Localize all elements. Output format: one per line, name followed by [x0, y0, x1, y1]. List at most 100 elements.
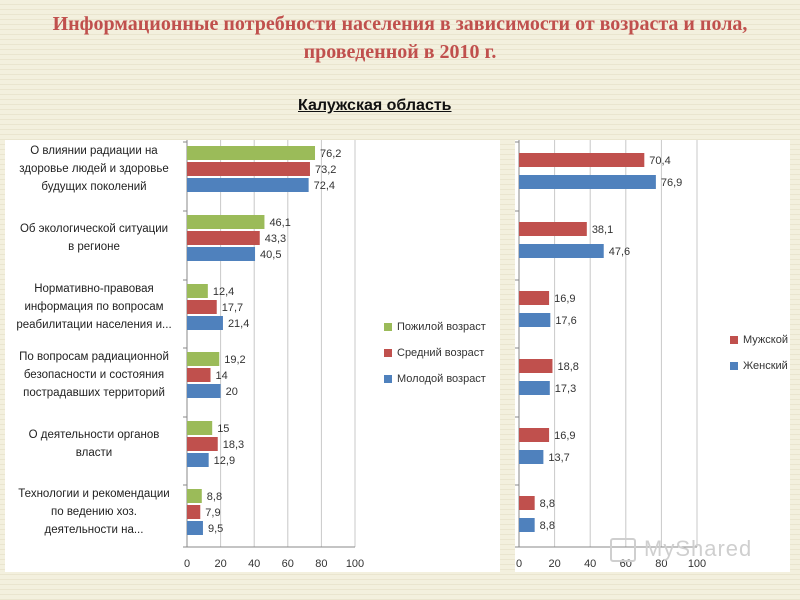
chart0-bar-c3-s0 — [187, 352, 220, 366]
chart1-bar-c1-s0 — [519, 222, 587, 236]
category-label-3-line-1: безопасности и состояния — [24, 369, 164, 381]
chart1-data-label-c4-s0: 16,9 — [554, 430, 575, 442]
chart0-bar-c5-s0 — [187, 489, 202, 503]
chart0-bar-c1-s2 — [187, 247, 256, 261]
category-label-0-line-2: будущих поколений — [41, 181, 146, 193]
category-label-2-line-1: информация по вопросам — [24, 301, 163, 313]
chart1-bar-c3-s1 — [519, 381, 550, 395]
chart1-bar-c1-s1 — [519, 244, 604, 258]
chart1-data-label-c5-s0: 8,8 — [540, 498, 555, 510]
chart1-bar-c0-s0 — [519, 153, 645, 167]
legend-item-young: Молодой возраст — [384, 366, 502, 392]
chart1-data-label-c2-s0: 16,9 — [554, 293, 575, 305]
chart0-tick-label-5: 100 — [346, 558, 364, 570]
chart0-data-label-c1-s2: 40,5 — [260, 249, 281, 261]
category-label-1-line-1: в регионе — [68, 241, 120, 253]
chart1-data-label-c3-s0: 18,8 — [557, 361, 578, 373]
chart0-data-label-c2-s2: 21,4 — [228, 318, 249, 330]
chart1-tick-label-5: 100 — [688, 558, 706, 570]
chart0-data-label-c5-s1: 7,9 — [205, 507, 220, 519]
age-legend: Пожилой возраст Средний возраст Молодой … — [384, 314, 502, 392]
chart0-bar-c5-s1 — [187, 505, 201, 519]
category-label-4-line-1: власти — [76, 447, 112, 459]
chart1-data-label-c5-s1: 8,8 — [540, 520, 555, 532]
legend-label-male: Мужской — [743, 334, 788, 346]
chart0-bar-c3-s1 — [187, 368, 211, 382]
chart0-data-label-c2-s1: 17,7 — [222, 302, 243, 314]
chart1-tick-label-0: 0 — [516, 558, 522, 570]
chart1-bar-c0-s1 — [519, 175, 656, 189]
legend-label-female: Женский — [743, 360, 788, 372]
chart0-data-label-c4-s1: 18,3 — [223, 439, 244, 451]
chart0-bar-c5-s2 — [187, 521, 203, 535]
age-chart-panel — [5, 140, 500, 572]
chart1-data-label-c1-s0: 38,1 — [592, 224, 613, 236]
chart0-bar-c0-s1 — [187, 162, 310, 176]
gender-legend: Мужской Женский — [730, 327, 796, 379]
category-label-3-line-0: По вопросам радиационной — [19, 351, 169, 363]
category-label-5-line-0: Технологии и рекомендации — [18, 488, 169, 500]
chart-subtitle: Калужская область — [298, 97, 452, 114]
chart0-bar-c3-s2 — [187, 384, 221, 398]
chart1-bar-c4-s1 — [519, 450, 544, 464]
chart1-data-label-c4-s1: 13,7 — [548, 452, 569, 464]
chart1-data-label-c3-s1: 17,3 — [555, 383, 576, 395]
chart1-bar-c5-s0 — [519, 496, 535, 510]
chart1-bar-c2-s0 — [519, 291, 550, 305]
chart1-data-label-c2-s1: 17,6 — [555, 315, 576, 327]
category-label-0-line-0: О влиянии радиации на — [30, 145, 158, 157]
chart0-data-label-c0-s2: 72,4 — [314, 180, 335, 192]
chart1-bar-c4-s0 — [519, 428, 550, 442]
chart0-bar-c2-s1 — [187, 300, 217, 314]
chart1-bar-c5-s1 — [519, 518, 535, 532]
legend-item-elderly: Пожилой возраст — [384, 314, 502, 340]
legend-swatch-middle — [384, 349, 392, 357]
legend-label-young: Молодой возраст — [397, 373, 486, 385]
chart0-bar-c4-s2 — [187, 453, 209, 467]
chart0-bar-c4-s1 — [187, 437, 218, 451]
chart0-data-label-c5-s0: 8,8 — [207, 491, 222, 503]
legend-item-female: Женский — [730, 353, 796, 379]
chart1-tick-label-2: 40 — [584, 558, 596, 570]
category-label-1-line-0: Об экологической ситуации — [20, 223, 168, 235]
chart1-data-label-c0-s0: 70,4 — [649, 155, 670, 167]
chart1-bar-c2-s1 — [519, 313, 551, 327]
category-label-5-line-2: деятельности на... — [45, 524, 144, 536]
legend-label-middle: Средний возраст — [397, 347, 485, 359]
chart-title: Информационные потребности населения в з… — [0, 10, 800, 66]
chart0-data-label-c5-s2: 9,5 — [208, 523, 223, 535]
chart0-data-label-c0-s0: 76,2 — [320, 148, 341, 160]
chart0-data-label-c1-s0: 46,1 — [269, 217, 290, 229]
chart0-data-label-c2-s0: 12,4 — [213, 286, 234, 298]
gender-chart-panel — [515, 140, 790, 572]
chart0-bar-c1-s1 — [187, 231, 260, 245]
category-label-5: Технологии и рекомендации по ведению хоз.… — [18, 488, 169, 536]
chart0-bar-c2-s0 — [187, 284, 208, 298]
chart0-data-label-c0-s1: 73,2 — [315, 164, 336, 176]
legend-label-elderly: Пожилой возраст — [397, 321, 486, 333]
chart1-bar-c3-s0 — [519, 359, 553, 373]
chart1-data-label-c0-s1: 76,9 — [661, 177, 682, 189]
legend-swatch-male — [730, 336, 738, 344]
chart0-bar-c2-s2 — [187, 316, 223, 330]
legend-swatch-female — [730, 362, 738, 370]
category-label-1: Об экологической ситуации в регионе — [20, 223, 168, 253]
chart0-bar-c1-s0 — [187, 215, 265, 229]
chart1-tick-label-1: 20 — [548, 558, 560, 570]
chart0-bar-c4-s0 — [187, 421, 213, 435]
watermark-icon — [610, 538, 636, 562]
category-label-3-line-2: пострадавших территорий — [23, 387, 165, 399]
category-label-2: Нормативно-правовая информация по вопроса… — [16, 283, 171, 331]
category-label-3: По вопросам радиационной безопасности и с… — [19, 351, 169, 399]
legend-swatch-young — [384, 375, 392, 383]
chart0-tick-label-4: 80 — [315, 558, 327, 570]
chart0-data-label-c4-s2: 12,9 — [214, 455, 235, 467]
chart0-bar-c0-s2 — [187, 178, 309, 192]
legend-swatch-elderly — [384, 323, 392, 331]
chart1-tick-label-4: 80 — [655, 558, 667, 570]
legend-item-male: Мужской — [730, 327, 796, 353]
chart0-data-label-c4-s0: 15 — [217, 423, 229, 435]
category-label-4: О деятельности органов власти — [29, 429, 160, 459]
category-label-2-line-0: Нормативно-правовая — [34, 283, 154, 295]
